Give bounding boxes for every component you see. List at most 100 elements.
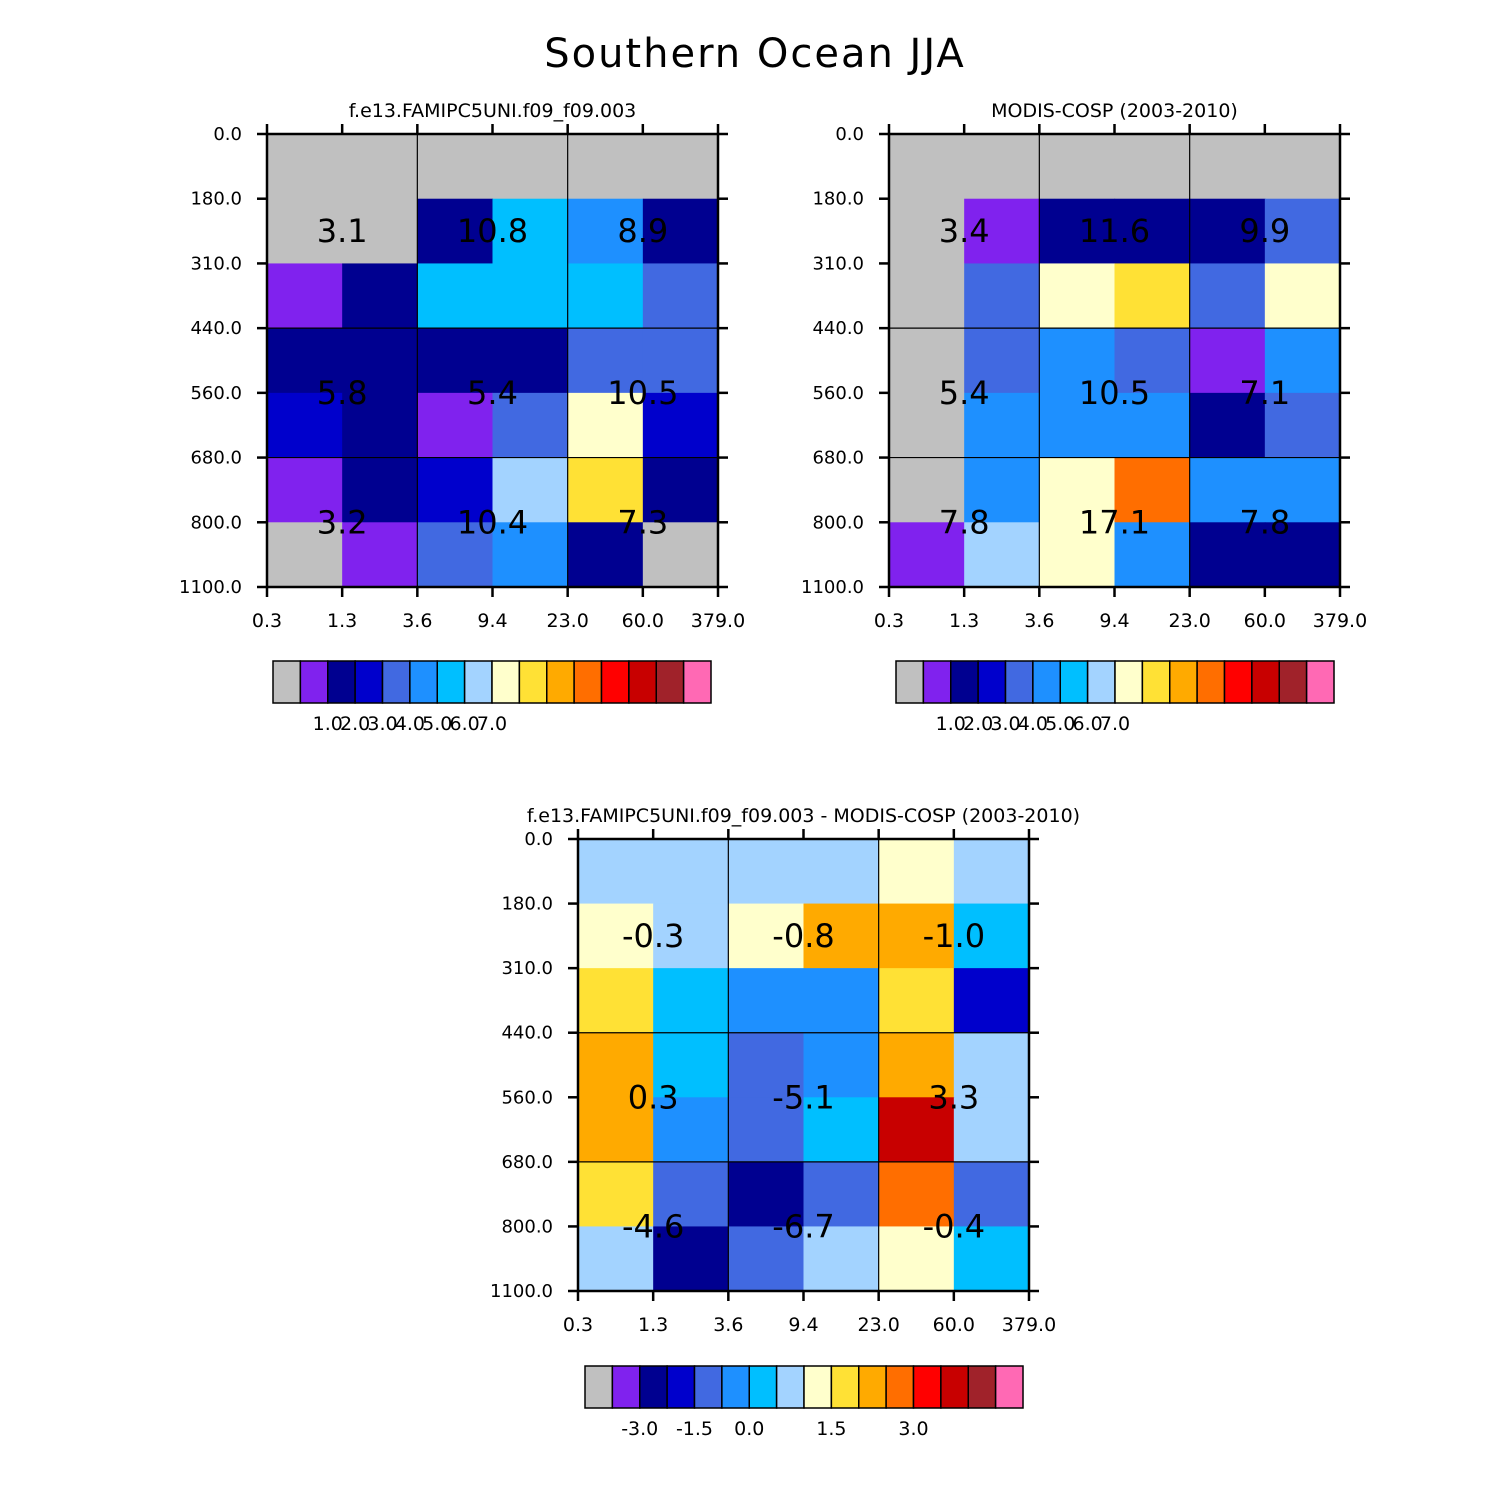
y-tick-label: 440.0 [501, 1023, 553, 1044]
y-tick-label: 800.0 [190, 512, 242, 533]
block-total-label: -0.4 [923, 1207, 985, 1245]
heatmap-cell [953, 1097, 1030, 1163]
heatmap-cell [1189, 457, 1266, 523]
y-tick-label: 180.0 [812, 189, 864, 210]
block-total-label: -1.0 [923, 917, 985, 955]
block-total-label: 10.5 [1079, 374, 1150, 412]
colorbar: 1.02.03.04.05.06.07.0 [272, 660, 712, 735]
colorbar-label: 7.0 [1100, 713, 1130, 735]
colorbar-swatch [912, 1365, 942, 1409]
heatmap-cell [1189, 263, 1266, 329]
colorbar-label: 5.0 [1045, 713, 1075, 735]
heatmap-cell [1189, 392, 1266, 459]
heatmap-cell [417, 457, 494, 523]
colorbar-label: 1.0 [936, 713, 966, 735]
colorbar-swatch [858, 1365, 887, 1409]
colorbar-label: 3.0 [367, 713, 397, 735]
colorbar-swatch [1004, 660, 1034, 704]
heatmap-cell [342, 134, 418, 200]
colorbar-label: -3.0 [621, 1418, 658, 1440]
heatmap-cell [342, 263, 418, 329]
colorbar-swatch [1032, 660, 1062, 704]
heatmap-cell [878, 1097, 955, 1163]
heatmap-cell [578, 1226, 654, 1292]
colorbar-swatch [546, 660, 575, 704]
heatmap-cell [1264, 522, 1341, 588]
heatmap-cell [578, 968, 654, 1034]
x-tick-label: 60.0 [1244, 610, 1286, 632]
heatmap-cell [1114, 198, 1191, 265]
heatmap-cell [878, 968, 955, 1034]
block-total-label: 8.9 [617, 212, 668, 250]
colorbar-swatch [922, 660, 952, 704]
x-tick-label: 379.0 [1002, 1314, 1056, 1336]
y-tick-label: 800.0 [501, 1216, 553, 1237]
y-tick-label: 560.0 [812, 383, 864, 404]
colorbar-label: 6.0 [1073, 713, 1103, 735]
colorbar-swatch [748, 1365, 778, 1409]
heatmap-cell [964, 328, 1040, 394]
x-tick-label: 9.4 [477, 610, 507, 632]
heatmap-cell [492, 198, 569, 265]
colorbar-label: 4.0 [395, 713, 425, 735]
block-total-label: -0.8 [772, 917, 834, 955]
heatmap-cell [803, 1032, 880, 1098]
colorbar-label: 5.0 [422, 713, 452, 735]
heatmap-cell [653, 903, 729, 969]
heatmap-cell [417, 198, 494, 265]
heatmap-cell [578, 903, 654, 969]
heatmap-cell [267, 328, 343, 394]
colorbar-swatch [381, 660, 411, 704]
heatmap-cell [1189, 522, 1266, 588]
heatmap-cell [728, 903, 805, 969]
heatmap-cell [492, 522, 569, 588]
x-tick-label: 3.6 [1024, 610, 1054, 632]
block-total-label: 0.3 [628, 1078, 679, 1116]
heatmap-cell [653, 1032, 729, 1098]
heatmap-cell [578, 1032, 654, 1098]
heatmap-cell [1264, 263, 1341, 329]
colorbar-swatch [272, 660, 302, 704]
colorbar-swatch [977, 660, 1007, 704]
block-total-label: 7.8 [1239, 503, 1290, 541]
heatmap-cell [803, 1226, 880, 1292]
x-tick-label: 1.3 [949, 610, 979, 632]
colorbar-label: 2.0 [963, 713, 993, 735]
colorbar-swatch [463, 660, 493, 704]
x-tick-label: 9.4 [1099, 610, 1129, 632]
colorbar-swatch [721, 1365, 751, 1409]
heatmap-cell [889, 522, 965, 588]
block-total-label: 3.3 [928, 1078, 979, 1116]
heatmap-cell [803, 968, 880, 1034]
y-tick-label: 800.0 [812, 512, 864, 533]
y-tick-label: 440.0 [812, 318, 864, 339]
y-tick-label: 310.0 [812, 253, 864, 274]
heatmap-cell [878, 1226, 955, 1292]
panel-title: f.e13.FAMIPC5UNI.f09_f09.003 [349, 100, 637, 122]
colorbar-swatch [1059, 660, 1089, 704]
block-total-label: 10.5 [607, 374, 678, 412]
heatmap-cell [889, 392, 965, 459]
heatmap-cell [964, 392, 1040, 459]
heatmap-cell [642, 522, 719, 588]
y-tick-label: 680.0 [501, 1152, 553, 1173]
y-tick-label: 560.0 [501, 1087, 553, 1108]
heatmap-cell [342, 328, 418, 394]
colorbar-swatch [628, 660, 658, 704]
x-tick-label: 23.0 [1169, 610, 1211, 632]
colorbar-swatch [1223, 660, 1253, 704]
heatmap-cell [492, 134, 569, 200]
heatmap-cell [642, 198, 719, 265]
heatmap-cell [267, 134, 343, 200]
heatmap-cell [889, 198, 965, 265]
heatmap-cell [953, 903, 1030, 969]
heatmap-cell [492, 392, 569, 459]
x-tick-label: 0.3 [874, 610, 904, 632]
x-tick-label: 379.0 [1313, 610, 1367, 632]
y-tick-label: 560.0 [190, 383, 242, 404]
heatmap-cell [1039, 198, 1116, 265]
heatmap-cell [964, 134, 1040, 200]
heatmap-cell [1039, 522, 1116, 588]
block-total-label: 3.4 [939, 212, 990, 250]
y-tick-label: 1100.0 [179, 577, 242, 598]
